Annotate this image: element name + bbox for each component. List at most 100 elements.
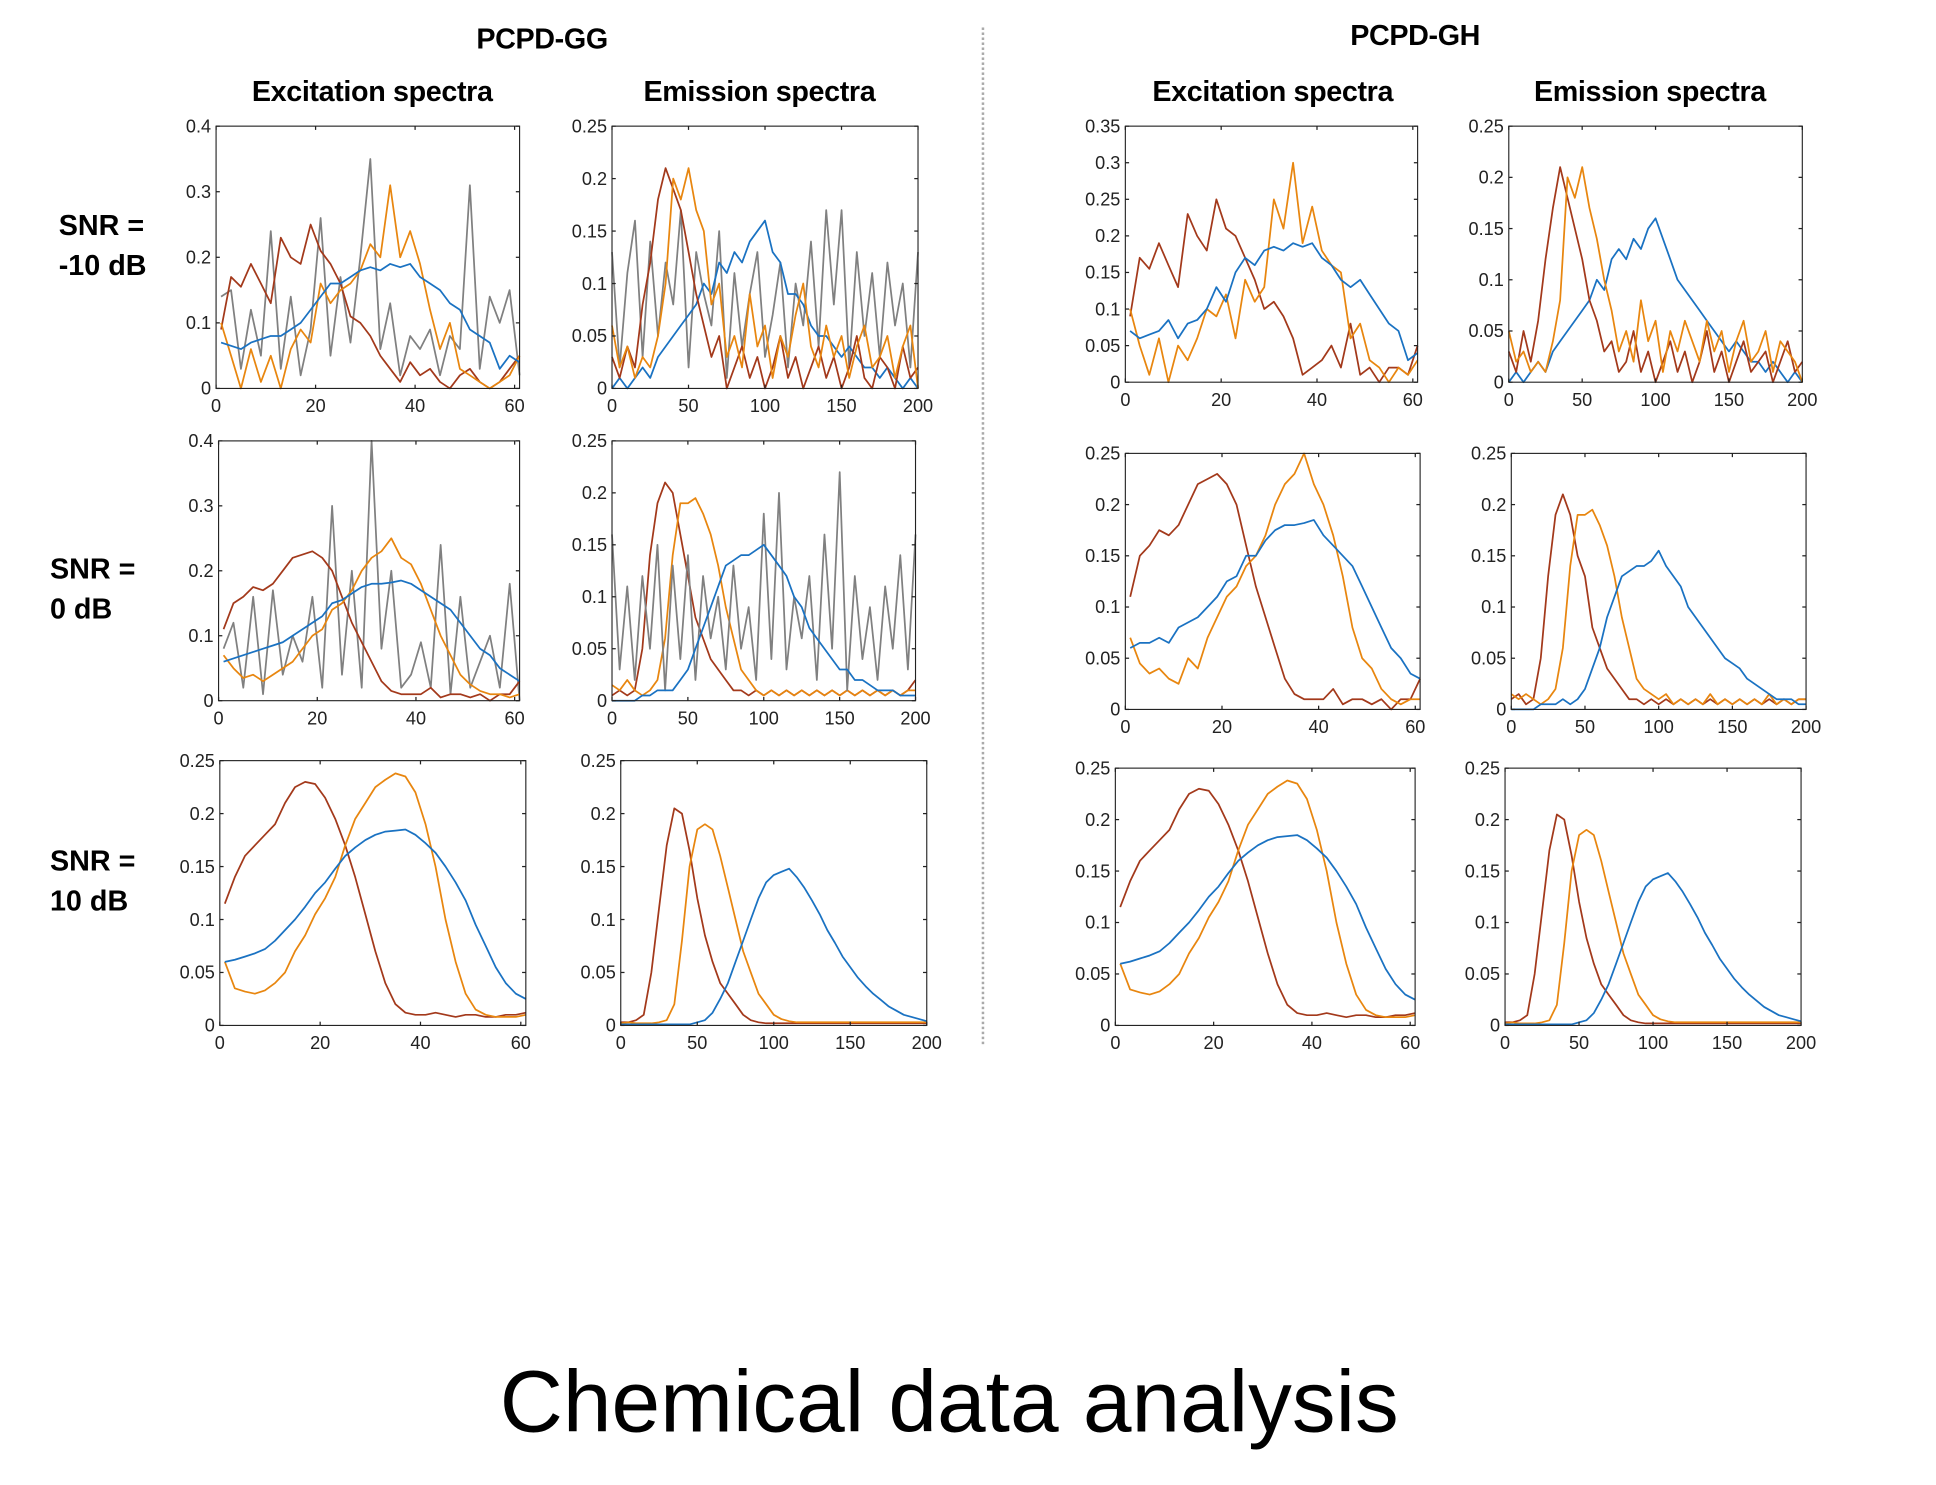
y-tick-label: 0 [1494,372,1504,392]
series-line [620,823,927,1025]
series-line [611,167,919,389]
group-divider [981,27,985,1045]
series-line [223,579,521,682]
series-line [1510,493,1807,706]
x-tick-label: 0 [1500,1033,1510,1053]
series-line [220,223,521,390]
series-line [611,471,917,692]
y-tick-label: 0.2 [1085,810,1110,830]
series-line [1129,161,1419,384]
row-label-line2: 10 dB [49,884,129,917]
x-tick-label: 50 [678,396,698,416]
x-tick-label: 60 [511,1033,531,1053]
x-tick-label: 60 [505,708,525,728]
column-title-gh-excitation: Excitation spectra [1152,74,1394,108]
column-title-gh-emission: Emission spectra [1533,74,1766,108]
spectra-plot: 0 20 40 60 0 0.05 0.1 0.15 0.2 0.25 [1085,444,1425,738]
series-line [1505,872,1802,1026]
y-tick-label: 0.1 [1085,913,1110,933]
y-tick-label: 0.1 [186,313,211,333]
y-tick-label: 0.25 [1085,190,1120,210]
y-tick-label: 0.05 [1465,964,1500,984]
series-line [1129,198,1419,384]
y-tick-label: 0 [606,1016,616,1036]
x-tick-label: 200 [903,396,933,416]
series-line [1508,217,1804,384]
spectra-plot: 0 50 100 150 200 0 0.05 0.1 0.15 0.2 0.25 [1465,758,1816,1053]
spectra-plot: 0 20 40 60 0 0.05 0.1 0.15 0.2 0.25 [1075,758,1420,1053]
plot-frame [1510,452,1807,710]
y-tick-label: 0.2 [1475,810,1500,830]
series-line [1129,452,1421,706]
y-tick-label: 0.15 [1085,263,1120,283]
x-tick-label: 50 [678,708,698,728]
x-tick-label: 50 [1575,717,1595,737]
y-tick-label: 0.1 [582,587,607,607]
y-tick-label: 0.05 [572,326,607,346]
series-line [222,550,521,702]
x-tick-label: 100 [1644,717,1674,737]
plot-frame [620,760,928,1026]
series-line [1511,549,1807,711]
y-tick-label: 0.2 [582,169,607,189]
series-line [611,219,919,390]
row-label-line1: SNR = [49,844,136,877]
y-tick-label: 0 [205,1016,215,1036]
spectra-plot: 0 20 40 60 0 0.1 0.2 0.3 0.4 [186,116,525,416]
y-tick-label: 0.4 [188,431,213,451]
column-title-gg-excitation: Excitation spectra [251,74,493,108]
x-tick-label: 100 [1638,1033,1668,1053]
spectra-plot: 0 20 40 60 0 0.05 0.1 0.15 0.2 0.25 0.3 0.35 [1085,116,1423,410]
x-tick-label: 0 [211,396,221,416]
series-line [220,184,521,390]
y-tick-label: 0.1 [1095,299,1120,319]
series-line [220,263,521,370]
y-tick-label: 0.1 [582,274,607,294]
y-tick-label: 0.3 [186,182,211,202]
x-tick-label: 150 [1712,1033,1742,1053]
series-line [1119,779,1416,1019]
x-tick-label: 200 [1787,390,1817,410]
x-tick-label: 200 [912,1033,942,1053]
x-tick-label: 150 [826,396,856,416]
y-tick-label: 0.1 [1095,597,1120,617]
x-tick-label: 20 [1212,717,1232,737]
x-tick-label: 200 [1786,1033,1816,1053]
y-tick-label: 0.4 [186,116,211,136]
y-tick-label: 0.2 [188,561,213,581]
row-label-line2: 0 dB [49,592,113,625]
x-tick-label: 150 [835,1033,865,1053]
group-title-gg: PCPD-GG [476,22,608,55]
x-tick-label: 40 [1307,390,1327,410]
y-tick-label: 0.15 [1471,546,1506,566]
y-tick-label: 0 [597,691,607,711]
x-tick-label: 0 [214,708,224,728]
series-line [611,209,919,379]
x-tick-label: 40 [410,1033,430,1053]
row-label-snr-0: SNR = 0 dB [50,548,135,628]
plot-frame [611,440,917,702]
y-tick-label: 0 [597,379,607,399]
spectra-plot: 0 50 100 150 200 0 0.05 0.1 0.15 0.2 0.25 [1469,116,1818,410]
plot-frame [219,760,527,1026]
y-tick-label: 0.2 [582,483,607,503]
x-tick-label: 200 [900,708,930,728]
x-tick-label: 0 [616,1033,626,1053]
y-tick-label: 0.25 [572,116,607,136]
x-tick-label: 40 [1309,717,1329,737]
y-tick-label: 0.15 [1085,546,1120,566]
x-tick-label: 20 [307,708,327,728]
y-tick-label: 0.2 [1095,495,1120,515]
x-tick-label: 40 [406,708,426,728]
series-line [1504,828,1802,1025]
y-tick-label: 0.25 [1085,444,1120,464]
x-tick-label: 20 [310,1033,330,1053]
footer-caption: Chemical data analysis [499,1352,1399,1451]
spectra-plot: 0 50 100 150 200 0 0.05 0.1 0.15 0.2 0.25 [581,751,942,1053]
series-line [1505,813,1802,1025]
x-tick-label: 100 [1640,390,1670,410]
series-line [1129,519,1421,680]
y-tick-label: 0.15 [1469,219,1504,239]
x-tick-label: 0 [1110,1033,1120,1053]
series-line [1119,787,1416,1019]
